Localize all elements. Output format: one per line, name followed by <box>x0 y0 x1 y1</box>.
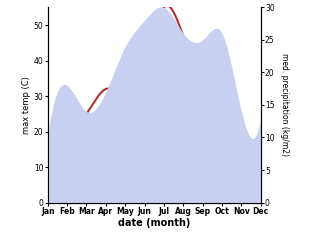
Y-axis label: max temp (C): max temp (C) <box>22 76 31 134</box>
X-axis label: date (month): date (month) <box>118 219 190 228</box>
Y-axis label: med. precipitation (kg/m2): med. precipitation (kg/m2) <box>280 53 288 157</box>
